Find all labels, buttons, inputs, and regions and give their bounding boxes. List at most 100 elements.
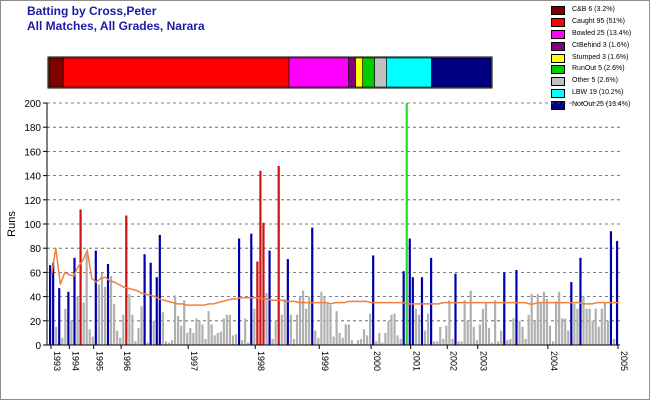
stacked-segment: [431, 57, 492, 88]
y-axis-label: Runs: [6, 211, 18, 237]
innings-bar: [405, 103, 408, 345]
stacked-segment: [374, 57, 387, 88]
innings-bar: [353, 343, 356, 345]
innings-bar: [347, 324, 350, 345]
innings-bar: [140, 306, 143, 345]
innings-bar: [430, 257, 433, 345]
innings-bar: [55, 326, 58, 345]
innings-bar: [597, 326, 600, 345]
innings-bar: [292, 338, 296, 345]
innings-bar: [265, 292, 268, 345]
innings-bar: [521, 326, 524, 345]
innings-bar: [381, 342, 384, 345]
innings-bar: [76, 296, 79, 345]
innings-bar: [289, 314, 292, 345]
innings-bar: [332, 336, 335, 345]
innings-bar: [61, 337, 64, 345]
gridlines: [47, 102, 620, 322]
innings-bar: [515, 269, 518, 345]
innings-bar: [85, 254, 88, 345]
y-tick-label: 140: [24, 172, 41, 183]
innings-bar: [88, 329, 91, 345]
innings-bar: [228, 314, 232, 345]
innings-bar: [341, 337, 344, 345]
innings-bar: [588, 308, 591, 345]
innings-bar: [268, 250, 271, 345]
innings-bar: [122, 314, 125, 345]
y-tick-label: 80: [30, 244, 42, 255]
innings-bar: [420, 277, 424, 345]
innings-bar: [195, 318, 198, 345]
innings-bar: [500, 330, 503, 345]
legend-label: LBW 19 (10.2%): [572, 89, 624, 97]
innings-bar: [320, 291, 323, 345]
innings-bar: [73, 257, 76, 345]
innings-bar: [170, 340, 174, 345]
legend-item: NotOut 25 (13.4%): [551, 100, 647, 111]
y-tick-label: 0: [35, 341, 41, 352]
innings-bar: [116, 330, 119, 345]
innings-bar: [128, 294, 131, 345]
innings-bar: [551, 341, 555, 345]
chart-subtitle: All Matches, All Grades, Narara: [27, 19, 205, 33]
innings-bar: [448, 300, 451, 345]
innings-bar: [475, 340, 478, 345]
axes: [46, 103, 620, 346]
innings-bar: [490, 342, 494, 345]
innings-bar: [579, 257, 582, 345]
innings-bar: [231, 335, 235, 345]
innings-bar: [536, 294, 539, 345]
innings-bar: [518, 320, 521, 345]
innings-bar: [387, 320, 390, 345]
innings-bar: [533, 320, 536, 345]
innings-bar: [396, 335, 399, 345]
innings-bars: [49, 103, 619, 345]
innings-bar: [356, 340, 360, 345]
innings-bar: [210, 324, 213, 345]
y-tick-label: 180: [24, 123, 41, 134]
stacked-segment: [386, 57, 432, 88]
innings-bar: [94, 250, 97, 345]
innings-bar: [484, 302, 488, 345]
innings-bar: [466, 320, 469, 345]
legend-item: Other 5 (2.6%): [551, 76, 647, 87]
innings-bar: [177, 315, 180, 345]
innings-bar: [564, 318, 567, 345]
legend-swatch: [551, 41, 565, 51]
innings-bar: [64, 308, 67, 345]
innings-bar: [256, 261, 259, 345]
x-tick-label: 1998: [256, 351, 266, 371]
innings-bar: [497, 341, 500, 345]
innings-bar: [253, 308, 256, 345]
innings-bar: [445, 325, 448, 345]
innings-bar: [570, 282, 573, 345]
innings-bar: [201, 324, 204, 345]
innings-bar: [109, 276, 113, 345]
innings-bar: [414, 308, 417, 345]
innings-bar: [548, 325, 552, 345]
innings-bar: [79, 209, 82, 345]
innings-bar: [457, 341, 460, 345]
innings-bar: [585, 308, 588, 345]
innings-bar: [506, 340, 509, 345]
legend-swatch: [551, 77, 565, 87]
y-axis-ticks: 0 20 40 60 80 100 120 140 160 180 200: [24, 99, 47, 352]
x-tick-label: 2000: [372, 351, 382, 371]
innings-bar: [311, 227, 314, 345]
innings-bar: [612, 338, 616, 345]
innings-bar: [378, 332, 381, 345]
innings-bar: [436, 341, 439, 345]
innings-bar: [97, 284, 100, 345]
innings-bar: [164, 341, 168, 345]
x-tick-label: 2003: [479, 351, 489, 371]
innings-bar: [213, 335, 216, 345]
innings-bar: [359, 338, 363, 345]
dismissal-stacked-bar: [48, 57, 492, 88]
innings-bar: [280, 314, 283, 345]
innings-bar: [308, 296, 311, 345]
innings-bar: [234, 334, 238, 345]
innings-bar: [539, 302, 542, 345]
innings-bar: [103, 286, 107, 345]
legend-swatch: [551, 65, 565, 75]
innings-bar: [573, 303, 576, 345]
